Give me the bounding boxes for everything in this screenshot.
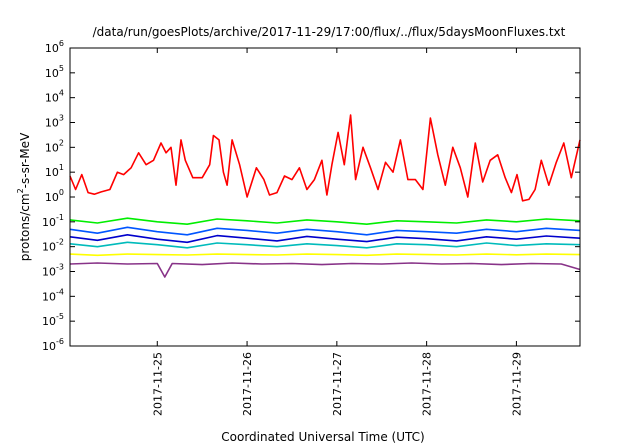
y-tick-label-12: 106 bbox=[45, 39, 64, 55]
svg-text:protons/cm2-s-sr-MeV: protons/cm2-s-sr-MeV bbox=[16, 132, 32, 261]
x-tick-label-1: 2017-11-26 bbox=[241, 352, 254, 416]
x-tick-label-3: 2017-11-28 bbox=[421, 352, 434, 416]
plot-frame bbox=[69, 47, 581, 347]
y-axis-label: protons/cm2-s-sr-MeV bbox=[16, 132, 32, 261]
y-tick-label-9: 103 bbox=[45, 114, 64, 130]
y-tick-label-8: 102 bbox=[45, 138, 64, 154]
y-axis-label-suffix: -s-sr-MeV bbox=[18, 132, 32, 188]
series-line-3 bbox=[69, 226, 581, 236]
y-tick-label-7: 101 bbox=[45, 163, 64, 179]
series-line-5 bbox=[69, 241, 581, 249]
series-line-7 bbox=[69, 262, 581, 278]
y-axis-label-sup: 2 bbox=[16, 188, 25, 193]
y-tick-label-5: 10-1 bbox=[42, 213, 64, 229]
chart-title: /data/run/goesPlots/archive/2017-11-29/1… bbox=[93, 25, 566, 39]
y-tick-label-4: 10-2 bbox=[42, 238, 64, 254]
plot-layer bbox=[69, 114, 581, 278]
y-axis-label-prefix: protons/cm bbox=[18, 193, 32, 261]
x-axis-label: Coordinated Universal Time (UTC) bbox=[221, 430, 424, 444]
y-tick-label-1: 10-5 bbox=[42, 312, 64, 328]
y-tick-label-10: 104 bbox=[45, 89, 64, 105]
series-line-4 bbox=[69, 234, 581, 244]
y-tick-label-3: 10-3 bbox=[42, 263, 64, 279]
y-tick-label-2: 10-4 bbox=[42, 287, 64, 303]
series-line-1 bbox=[69, 114, 581, 202]
series-line-6 bbox=[69, 253, 581, 257]
x-tick-label-0: 2017-11-25 bbox=[151, 352, 164, 416]
y-tick-label-0: 10-6 bbox=[42, 337, 64, 353]
x-tick-label-2: 2017-11-27 bbox=[331, 352, 344, 416]
y-tick-label-11: 105 bbox=[45, 64, 64, 80]
axis-layer: 10-6 10-5 10-4 10-3 10-2 10-1 100 101 102 103 104 1… bbox=[42, 39, 580, 416]
x-tick-label-4: 2017-11-29 bbox=[510, 352, 523, 416]
y-tick-label-6: 100 bbox=[45, 188, 64, 204]
series-line-2 bbox=[69, 217, 581, 225]
